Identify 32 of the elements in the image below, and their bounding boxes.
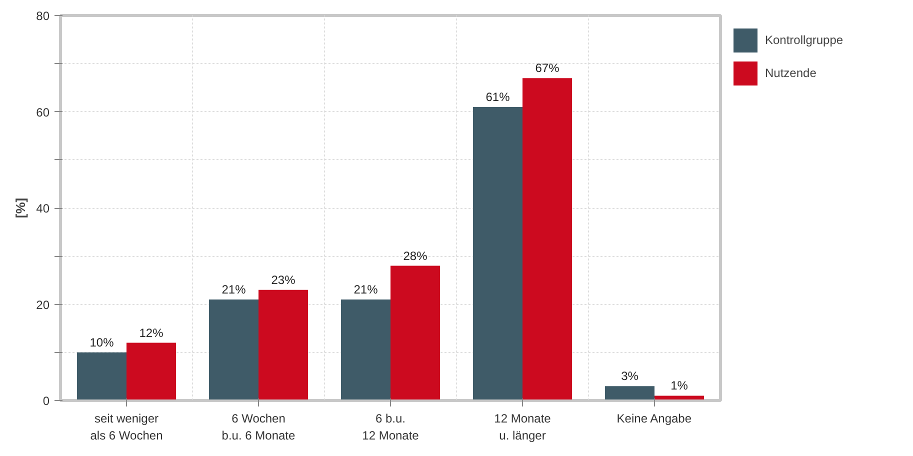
data-label: 1%: [670, 378, 688, 393]
legend-label: Nutzende: [765, 66, 816, 80]
x-tick-label: 6 b.u. 12 Monate: [362, 412, 420, 442]
bar: [605, 386, 654, 400]
data-label: 3%: [621, 369, 639, 384]
y-tick-label: 20: [36, 298, 50, 312]
bar: [209, 299, 258, 400]
bar: [126, 342, 176, 400]
data-label: 21%: [222, 282, 246, 296]
x-tick-label: 12 Monate u. länger: [494, 412, 552, 442]
bar: [390, 266, 440, 400]
bar: [522, 78, 572, 400]
y-tick-label: 0: [42, 394, 50, 408]
data-label: 23%: [271, 272, 296, 287]
data-label: 12%: [139, 326, 164, 340]
data-label: 61%: [486, 90, 510, 104]
bar: [258, 290, 308, 400]
y-tick-label: 40: [36, 202, 50, 216]
x-tick-label: Keine Angabe: [616, 412, 692, 426]
y-tick-label: 60: [36, 105, 50, 120]
data-label: 10%: [90, 335, 114, 350]
legend-label: Kontrollgruppe: [765, 33, 844, 47]
x-tick-label: seit weniger als 6 Wochen: [90, 412, 163, 442]
y-axis-title: [%]: [13, 198, 28, 218]
data-label: 21%: [354, 282, 378, 296]
bar: [473, 106, 522, 400]
x-tick-label: 6 Wochen b.u. 6 Monate: [222, 412, 296, 442]
y-tick-label: 80: [36, 9, 50, 23]
data-label: 67%: [535, 61, 560, 76]
bar: [341, 299, 390, 400]
bar: [77, 352, 126, 400]
data-label: 28%: [403, 248, 428, 263]
